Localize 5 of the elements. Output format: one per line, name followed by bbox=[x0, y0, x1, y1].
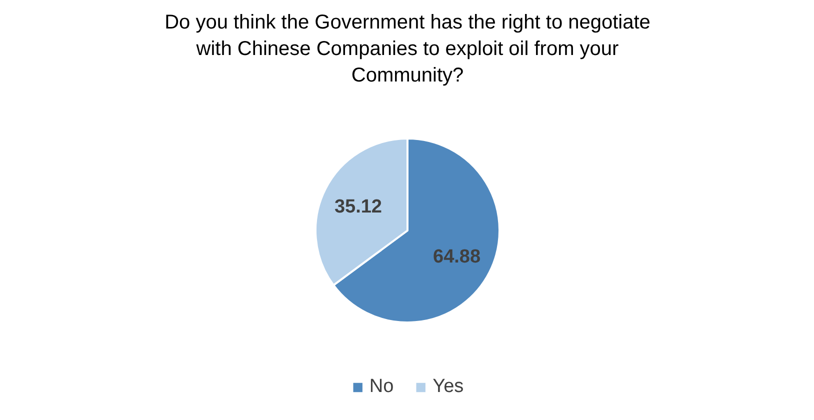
data-label: 35.12 bbox=[334, 196, 382, 218]
chart-title: Do you think the Government has the right to negotiate with Chinese Companies to exploit oil from your Community? bbox=[164, 12, 650, 86]
legend-label: Yes bbox=[432, 376, 464, 398]
legend-label: No bbox=[369, 376, 394, 398]
data-label: 64.88 bbox=[433, 246, 481, 268]
